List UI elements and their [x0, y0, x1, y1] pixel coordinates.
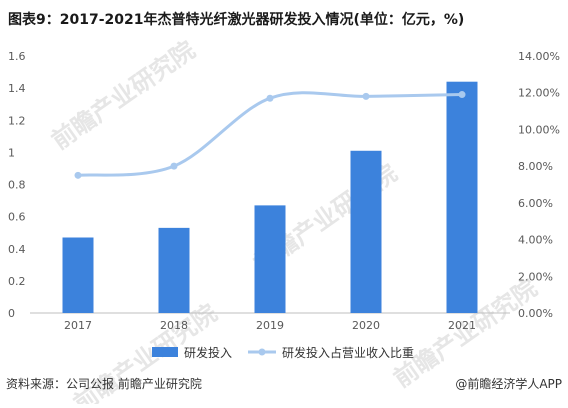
bar	[446, 81, 478, 313]
y-left-tick-label: 1.4	[8, 82, 26, 95]
line-layer	[74, 91, 466, 179]
y-right-tick-label: 0.00%	[518, 307, 553, 320]
y-right-tick-label: 6.00%	[518, 197, 553, 210]
y-right-tick-label: 2.00%	[518, 270, 553, 283]
y-right-tick-label: 10.00%	[518, 123, 560, 136]
y-left-tick-label: 1	[8, 146, 15, 159]
watermark: 前瞻产业研究院	[47, 36, 201, 155]
line-point	[74, 171, 82, 179]
y-left-tick-label: 1.6	[8, 50, 26, 63]
y-right-tick-label: 4.00%	[518, 234, 553, 247]
line-point	[266, 94, 274, 102]
y-left-tick-label: 0.8	[8, 179, 26, 192]
y-right-tick-label: 8.00%	[518, 160, 553, 173]
bar	[62, 237, 94, 313]
legend: 研发投入 研发投入占营业收入比重	[152, 345, 414, 360]
legend-bar-swatch	[152, 347, 178, 357]
legend-line-marker	[258, 348, 266, 356]
y-left-tick-label: 0.6	[8, 211, 26, 224]
source-note: 资料来源：公司公报 前瞻产业研究院	[6, 376, 202, 391]
legend-bar-label: 研发投入	[184, 345, 232, 360]
chart-title: 图表9：2017-2021年杰普特光纤激光器研发投入情况(单位：亿元，%)	[8, 11, 464, 28]
y-right-tick-label: 12.00%	[518, 87, 560, 100]
x-tick-label: 2020	[352, 319, 380, 332]
brand-footer: @前瞻经济学人APP	[455, 376, 562, 391]
bar	[350, 150, 382, 313]
x-tick-label: 2019	[256, 319, 284, 332]
x-tick-label: 2017	[64, 319, 92, 332]
series-line	[77, 91, 463, 177]
y-left-tick-label: 0	[8, 307, 15, 320]
y-left-tick-label: 0.4	[8, 243, 26, 256]
legend-line-label: 研发投入占营业收入比重	[282, 345, 414, 360]
line-point	[458, 91, 466, 99]
line-point	[362, 92, 370, 100]
y-right-tick-label: 14.00%	[518, 50, 560, 63]
y-left-tick-label: 0.2	[8, 275, 26, 288]
y-left-tick-label: 1.2	[8, 114, 26, 127]
x-tick-label: 2018	[160, 319, 188, 332]
bar	[158, 227, 190, 313]
bars-layer	[62, 81, 478, 313]
bar	[254, 205, 286, 313]
line-point	[170, 162, 178, 170]
x-tick-label: 2021	[448, 319, 476, 332]
